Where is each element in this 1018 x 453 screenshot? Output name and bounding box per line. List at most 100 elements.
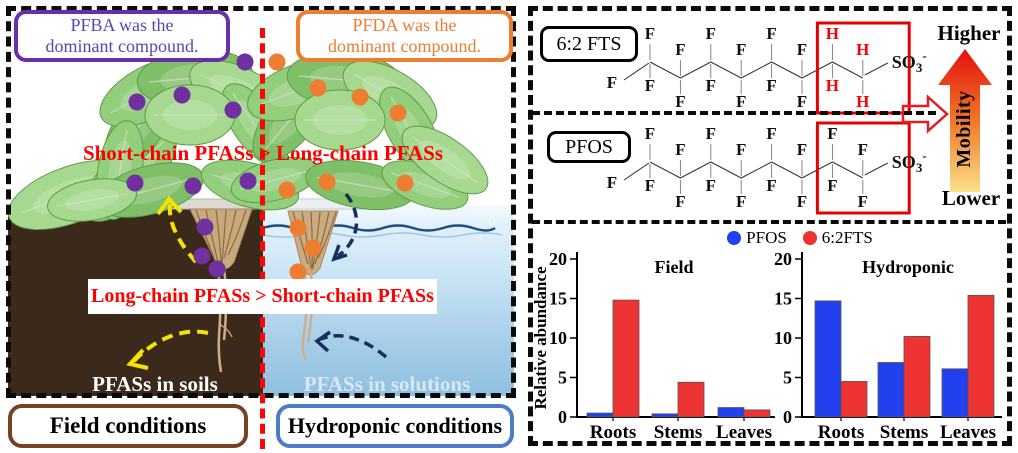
svg-text:F: F [858,140,868,159]
legend-label: 6:2FTS [821,228,873,247]
bar-PFOS [814,300,842,418]
pfas-dot-orange [309,79,327,97]
pfda-line2: dominant compound. [328,36,481,56]
svg-text:5: 5 [558,368,567,388]
bar-PFOS [586,412,614,418]
pfas-dot-purple [173,86,191,104]
pfas-molecule-dots [126,53,414,281]
pfas-dot-purple [196,218,214,236]
mobility-pointer-arrow [901,94,949,134]
pfas-dot-purple [193,247,211,265]
pfas-dot-purple [208,260,226,278]
svg-text:F: F [675,140,685,159]
pfas-dot-purple [224,101,242,119]
svg-text:5: 5 [783,368,792,388]
svg-text:20: 20 [774,249,792,269]
field-plant [7,49,300,230]
solution-uptake-arrows [314,192,388,359]
pfas-dot-purple [126,174,144,192]
svg-text:F: F [736,92,746,111]
pfda-line1: PFDA was the [352,14,457,35]
chart-field: 0 5 10 15 20 Roots Stems Leaves Field Relative ab… [531,249,775,443]
svg-text:F: F [797,40,807,59]
pfba-line1: PFBA was the [70,14,174,35]
short-chain-statement: Short-chain PFASs > Long-chain PFASs [82,141,444,165]
svg-text:Hydroponic: Hydroponic [862,257,954,277]
svg-text:H: H [826,24,839,43]
svg-text:Relative abundance: Relative abundance [531,266,550,410]
svg-text:F: F [645,24,655,43]
svg-text:F: F [607,173,617,192]
pfas-dot-orange [289,263,307,281]
bar-6:2FTS [677,381,705,418]
svg-text:F: F [766,124,776,143]
svg-text:F: F [858,192,868,211]
svg-text:F: F [766,24,776,43]
bar-PFOS [651,413,679,418]
structure-pfos: F F F F F F F F F F F F F F F F F SO3- [607,121,927,215]
62fts-name-box: 6:2 FTS [540,26,638,62]
field-hydroponic-divider-line [260,28,265,449]
svg-text:H: H [856,92,869,111]
svg-text:0: 0 [558,407,567,427]
mobility-axis-label: Mobility [953,90,975,168]
pfas-dot-purple [184,177,202,195]
svg-text:F: F [607,73,617,92]
bar-PFOS [717,407,745,418]
mobility-higher-label: Higher [937,21,1001,45]
svg-text:F: F [827,176,837,195]
svg-text:F: F [645,76,655,95]
mobility-gradient-arrow [938,49,992,192]
svg-text:F: F [797,140,807,159]
legend-item-pfos: PFOS [727,228,787,248]
pfas-dot-purple [239,172,257,190]
svg-text:Roots: Roots [590,422,636,443]
pfas-dot-orange [396,174,414,192]
svg-text:F: F [797,192,807,211]
field-conditions-box: Field conditions [8,404,248,448]
pfba-line2: dominant compound. [45,36,199,56]
pfas-dot-orange [304,239,322,257]
legend-dot [727,231,742,245]
bar-PFOS [941,368,969,418]
svg-text:H: H [856,40,869,59]
legend-item-62fts: 6:2FTS [802,228,873,248]
charts-divider-line [532,220,1006,224]
chart-legend: PFOS 6:2FTS [690,228,910,248]
svg-text:H: H [826,76,839,95]
svg-text:Stems: Stems [654,422,703,443]
pfas-dot-orange [289,219,307,237]
svg-text:Stems: Stems [880,422,929,443]
bar-6:2FTS [840,381,868,418]
bar-6:2FTS [743,409,771,418]
svg-text:Roots: Roots [818,422,864,443]
legend-dot [802,231,817,245]
pfas-dot-orange [389,104,407,122]
svg-text:F: F [706,24,716,43]
mobility-lower-label: Lower [941,186,1001,210]
svg-text:F: F [827,124,837,143]
svg-text:20: 20 [549,249,567,269]
chart-hydroponic: 0 5 10 15 20 Roots Stems Leaves Hydroponic [774,249,1002,443]
pfba-callout-box: PFBA was the dominant compound. [14,10,230,62]
svg-text:SO3-: SO3- [892,148,927,175]
bar-PFOS [877,362,905,418]
svg-text:F: F [645,176,655,195]
svg-text:F: F [736,40,746,59]
bar-6:2FTS [612,299,640,418]
svg-text:0: 0 [783,407,792,427]
svg-text:F: F [675,40,685,59]
svg-text:SO3-: SO3- [892,48,927,75]
svg-text:Leaves: Leaves [940,422,996,443]
svg-text:15: 15 [774,289,792,309]
pfda-callout-box: PFDA was the dominant compound. [296,10,513,62]
pfas-dot-orange [278,181,296,199]
pfas-dot-purple [236,53,254,71]
svg-text:15: 15 [549,289,567,309]
hydroponic-plant [230,51,489,211]
pfas-dot-orange [351,88,369,106]
